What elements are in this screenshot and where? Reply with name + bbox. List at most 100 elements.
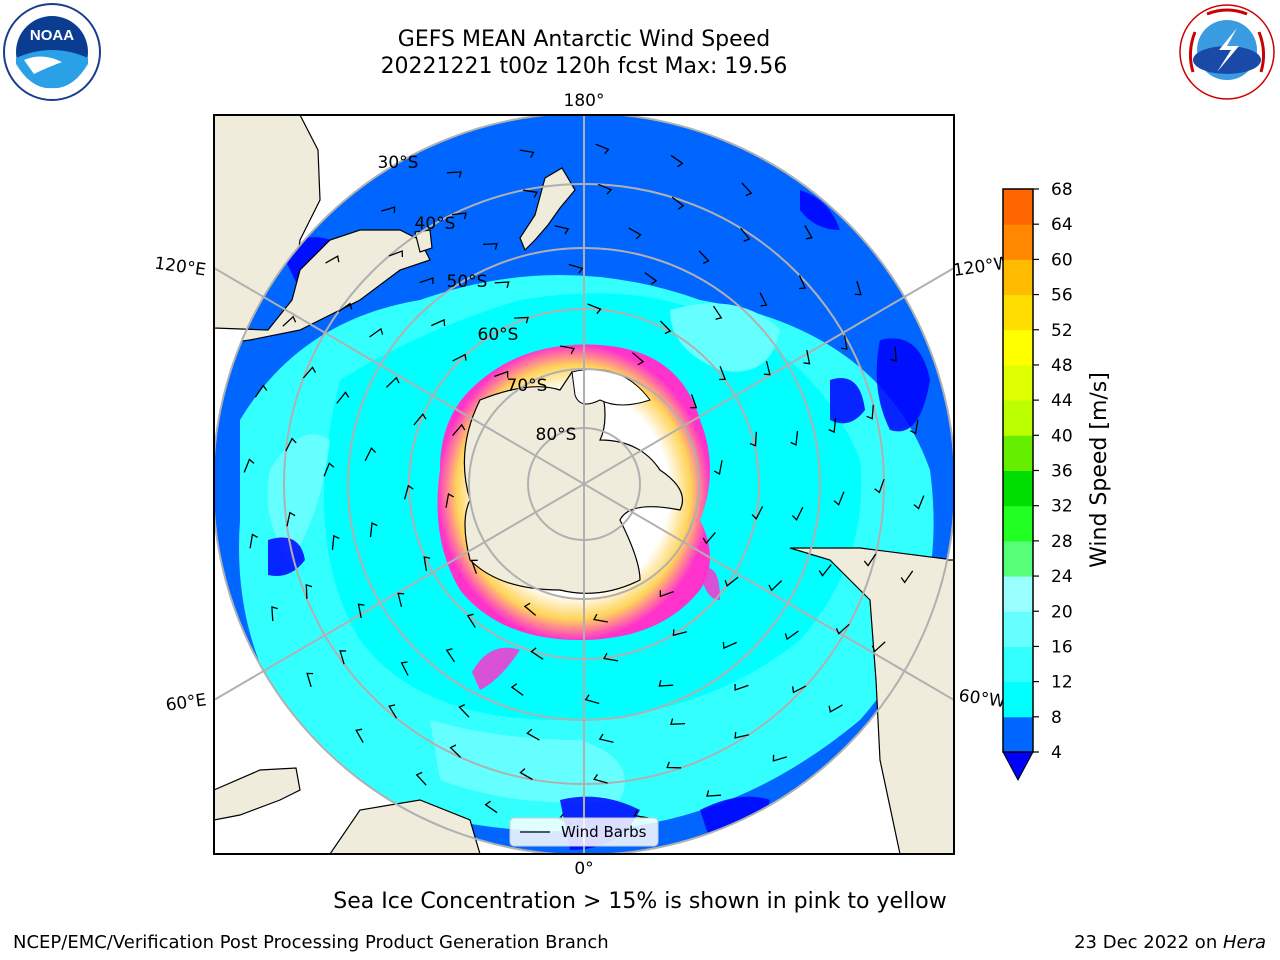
colorbar-tick-label: 32 — [1051, 497, 1073, 517]
wind-barb — [249, 533, 259, 549]
colorbar-segment — [1003, 470, 1033, 507]
wind-barb — [423, 556, 431, 572]
wind-barb — [702, 531, 716, 545]
lat-label-30s: 30°S — [378, 153, 419, 173]
wind-barb — [724, 576, 739, 587]
wind-barb — [833, 491, 845, 506]
wind-barb — [452, 353, 467, 362]
wind-barb — [339, 650, 347, 665]
map-frame — [213, 114, 955, 855]
wind-barb — [445, 492, 455, 508]
wind-barb — [554, 225, 570, 235]
colorbar-segment — [1003, 716, 1033, 753]
colorbar-tick-label: 40 — [1051, 426, 1073, 446]
wind-barb — [863, 553, 877, 567]
wind-barb — [305, 584, 313, 599]
colorbar-segment — [1003, 329, 1033, 366]
wind-barb — [603, 652, 619, 662]
wind-barb — [772, 754, 787, 762]
wind-barb — [666, 761, 682, 769]
colorbar-segment — [1003, 189, 1033, 225]
wind-barb — [494, 370, 509, 378]
wind-barb — [644, 272, 658, 285]
lat-label-70s: 70°S — [507, 376, 548, 396]
wind-barb — [671, 196, 685, 210]
wind-barb — [909, 419, 919, 435]
lat-label-80s: 80°S — [536, 425, 577, 445]
wind-barb — [734, 684, 749, 691]
wind-barb — [658, 680, 674, 687]
colorbar-tick-label: 28 — [1051, 532, 1073, 552]
wind-barb — [871, 641, 886, 653]
colorbar-tick-label: 60 — [1051, 250, 1073, 270]
wind-barb — [357, 603, 365, 619]
wind-barb — [597, 183, 613, 195]
lon-label-lower-left: 60°E — [165, 690, 208, 715]
colorbar-segment — [1003, 505, 1033, 542]
wind-barb — [713, 460, 723, 476]
lat-label-60s: 60°S — [478, 325, 519, 345]
wind-barb — [254, 384, 268, 398]
footer-credit: NCEP/EMC/Verification Post Processing Pr… — [13, 932, 609, 953]
wind-barb — [419, 277, 434, 284]
wind-barb — [670, 154, 684, 168]
colorbar-label: Wind Speed [m/s] — [1087, 372, 1112, 568]
wind-barb — [593, 774, 608, 784]
wind-barb — [286, 511, 296, 527]
wind-barb — [388, 704, 398, 719]
noaa-wordmark: NOAA — [30, 27, 74, 44]
colorbar-tick-label: 36 — [1051, 462, 1073, 482]
colorbar-tick-label: 64 — [1051, 215, 1073, 235]
wind-barb — [519, 149, 535, 159]
colorbar-tick-label: 16 — [1051, 637, 1073, 657]
colorbar-tick-label: 4 — [1051, 743, 1062, 763]
wind-barb — [818, 564, 832, 577]
wind-barb — [523, 602, 537, 616]
wind-barb — [690, 394, 698, 409]
colorbar-segment — [1003, 400, 1033, 436]
wind-barb — [784, 630, 799, 641]
colorbar-tick-label: 44 — [1051, 391, 1073, 411]
wind-barb — [672, 629, 688, 637]
wind-barb — [466, 613, 476, 628]
wind-barb — [369, 522, 378, 538]
wind-barb — [659, 590, 674, 598]
wind-barb — [306, 672, 314, 687]
wind-barb — [587, 303, 602, 315]
nws-logo — [1179, 4, 1275, 100]
wind-barb — [325, 255, 340, 264]
wind-barb — [592, 613, 608, 623]
wind-barb — [740, 227, 751, 242]
colorbar-tick-label: 56 — [1051, 286, 1073, 306]
wind-barb — [791, 685, 807, 694]
wind-barb — [452, 423, 466, 437]
colorbar-tick-label: 12 — [1051, 673, 1073, 693]
colorbar-tick-label: 24 — [1051, 567, 1073, 587]
wind-barb — [514, 316, 529, 324]
wind-barb — [631, 352, 645, 366]
wind-barb — [451, 212, 467, 220]
wind-barb — [866, 404, 874, 420]
wind-barb — [338, 302, 353, 313]
wind-barb — [385, 376, 400, 388]
wind-barb — [415, 771, 427, 786]
wind-barb — [712, 305, 723, 320]
wind-barb — [670, 718, 686, 725]
wind-barbs — [243, 143, 925, 825]
wind-barb — [445, 648, 456, 663]
wind-barb — [741, 182, 753, 197]
wind-barb — [285, 437, 297, 452]
wind-barb — [243, 458, 255, 473]
wind-barb — [913, 495, 925, 510]
sea-ice-note: Sea Ice Concentration > 15% is shown in … — [333, 889, 947, 914]
wind-barb — [628, 227, 642, 240]
colorbar-segment — [1003, 259, 1033, 296]
lon-label-upper-left: 120°E — [153, 254, 207, 281]
wind-barb — [751, 506, 764, 520]
wind-barb — [446, 171, 462, 178]
colorbar-segment — [1003, 540, 1033, 577]
wind-barb — [449, 744, 462, 758]
wind-barb — [381, 206, 396, 214]
wind-barb — [835, 623, 850, 635]
